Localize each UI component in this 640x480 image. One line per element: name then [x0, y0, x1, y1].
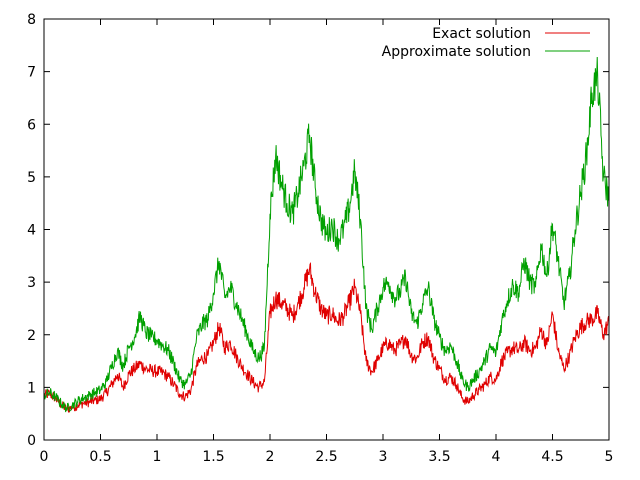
x-tick-label: 2.5	[315, 449, 337, 465]
y-tick-label: 6	[27, 117, 36, 133]
x-tick-label: 5	[605, 449, 614, 465]
series-line	[43, 261, 610, 413]
x-tick-label: 4	[492, 449, 501, 465]
y-tick-label: 1	[27, 380, 36, 396]
legend: Exact solution Approximate solution	[382, 26, 590, 60]
plot-frame	[43, 18, 610, 441]
y-tick-label: 5	[27, 170, 36, 186]
series-lines	[43, 56, 610, 413]
x-tick-label: 0.5	[89, 449, 111, 465]
x-tick-label: 1.5	[202, 449, 224, 465]
x-tick-label: 2	[266, 449, 275, 465]
x-tick-label: 1	[153, 449, 162, 465]
series-line	[43, 56, 610, 413]
x-tick-label: 0	[40, 449, 49, 465]
x-tick-label: 3	[379, 449, 388, 465]
y-tick-label: 2	[27, 328, 36, 344]
legend-label: Exact solution	[432, 26, 531, 42]
series-approximate	[43, 56, 610, 413]
series-exact	[43, 261, 610, 413]
y-tick-label: 8	[27, 12, 36, 28]
tick-labels: 0 0.5 1 1.5 2 2.5 3 3.5 4 4.5 5 0 1 2 3 4 5 6 7 8	[27, 12, 613, 465]
x-tick-label: 4.5	[541, 449, 563, 465]
legend-label: Approximate solution	[382, 44, 531, 60]
y-tick-label: 7	[27, 65, 36, 81]
x-tick-label: 3.5	[428, 449, 450, 465]
y-tick-label: 4	[27, 223, 36, 239]
y-tick-label: 3	[27, 275, 36, 291]
y-tick-label: 0	[27, 433, 36, 449]
